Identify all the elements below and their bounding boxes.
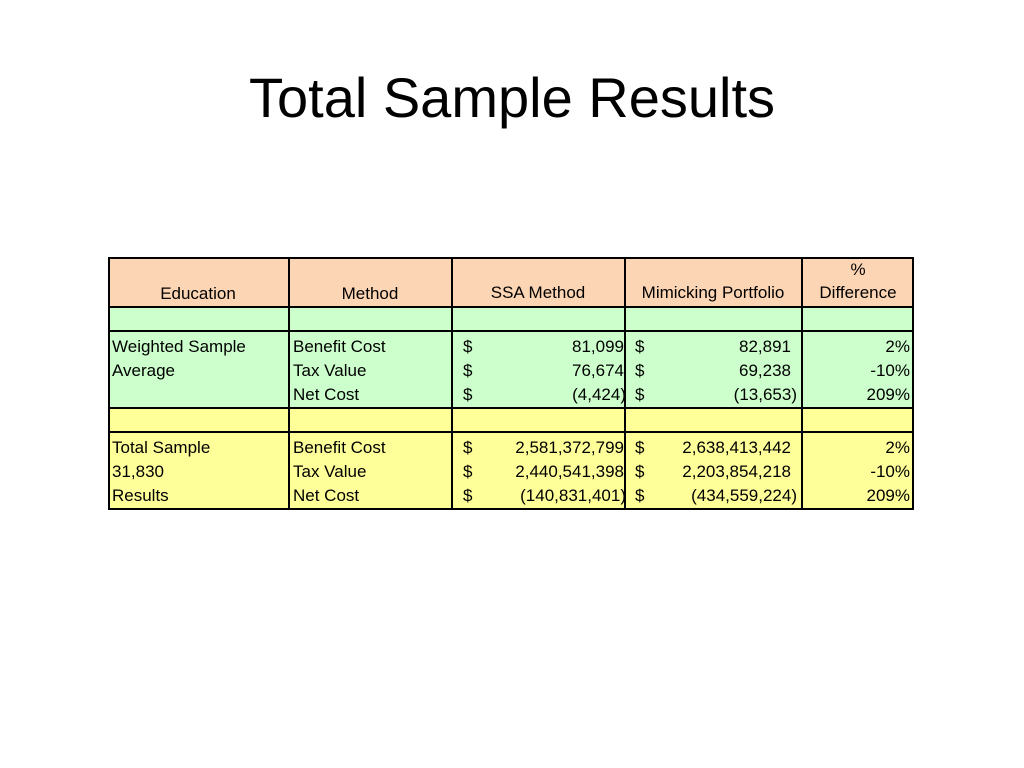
header-method: Method	[341, 284, 399, 303]
method-label: Net Cost	[293, 385, 360, 404]
ssa-value: 2,581,372,799	[515, 438, 624, 457]
mimicking-value: 69,238	[739, 361, 791, 380]
education-label-line1: Weighted Sample	[112, 337, 246, 356]
header-education: Education	[160, 284, 236, 303]
method-label: Benefit Cost	[293, 438, 386, 457]
ssa-value: (4,424)	[572, 385, 626, 404]
pct-difference-value: -10%	[870, 462, 910, 481]
row-divider	[108, 330, 914, 332]
table-border-left	[108, 257, 110, 510]
header-band	[108, 257, 914, 307]
currency-symbol: $	[463, 385, 473, 404]
pct-difference-value: 2%	[885, 337, 910, 356]
currency-symbol: $	[635, 385, 645, 404]
mimicking-value: (13,653)	[733, 385, 797, 404]
weighted-section-band	[108, 307, 914, 408]
column-divider	[451, 257, 453, 510]
pct-difference-value: 209%	[866, 385, 910, 404]
currency-symbol: $	[463, 486, 473, 505]
mimicking-value: 82,891	[739, 337, 791, 356]
currency-symbol: $	[635, 462, 645, 481]
education-label-line2: Average	[112, 361, 176, 380]
total-section-band	[108, 408, 914, 510]
table-border-top	[108, 257, 914, 259]
slide-title: Total Sample Results	[248, 66, 775, 129]
table-border-right	[912, 257, 914, 510]
column-divider	[801, 257, 803, 510]
header-mimicking-portfolio: Mimicking Portfolio	[641, 283, 785, 302]
currency-symbol: $	[635, 486, 645, 505]
currency-symbol: $	[463, 361, 473, 380]
pct-difference-value: -10%	[870, 361, 910, 380]
header-ssa-method: SSA Method	[490, 283, 586, 302]
ssa-value: 2,440,541,398	[515, 462, 624, 481]
row-divider	[108, 431, 914, 433]
pct-difference-value: 2%	[885, 438, 910, 457]
currency-symbol: $	[463, 337, 473, 356]
education-label-line3: Results	[112, 486, 169, 505]
currency-symbol: $	[635, 337, 645, 356]
currency-symbol: $	[463, 438, 473, 457]
education-label-line1: Total Sample	[112, 438, 211, 457]
method-label: Tax Value	[293, 462, 367, 481]
ssa-value: 76,674	[572, 361, 624, 380]
mimicking-value: 2,638,413,442	[682, 438, 791, 457]
pct-difference-value: 209%	[866, 486, 910, 505]
results-table: Education Method SSA Method Mimicking Po…	[108, 257, 914, 510]
section-divider	[108, 407, 914, 409]
header-divider	[108, 306, 914, 308]
method-label: Benefit Cost	[293, 337, 386, 356]
ssa-value: (140,831,401)	[520, 486, 626, 505]
table-border-bottom	[108, 508, 914, 510]
method-label: Tax Value	[293, 361, 367, 380]
currency-symbol: $	[635, 438, 645, 457]
currency-symbol: $	[463, 462, 473, 481]
ssa-value: 81,099	[572, 337, 624, 356]
column-divider	[288, 257, 290, 510]
column-divider	[624, 257, 626, 510]
header-pct-symbol: %	[850, 260, 866, 279]
education-label-line2: 31,830	[112, 462, 164, 481]
header-pct-difference: Difference	[819, 283, 897, 302]
mimicking-value: 2,203,854,218	[682, 462, 791, 481]
mimicking-value: (434,559,224)	[691, 486, 797, 505]
currency-symbol: $	[635, 361, 645, 380]
method-label: Net Cost	[293, 486, 360, 505]
